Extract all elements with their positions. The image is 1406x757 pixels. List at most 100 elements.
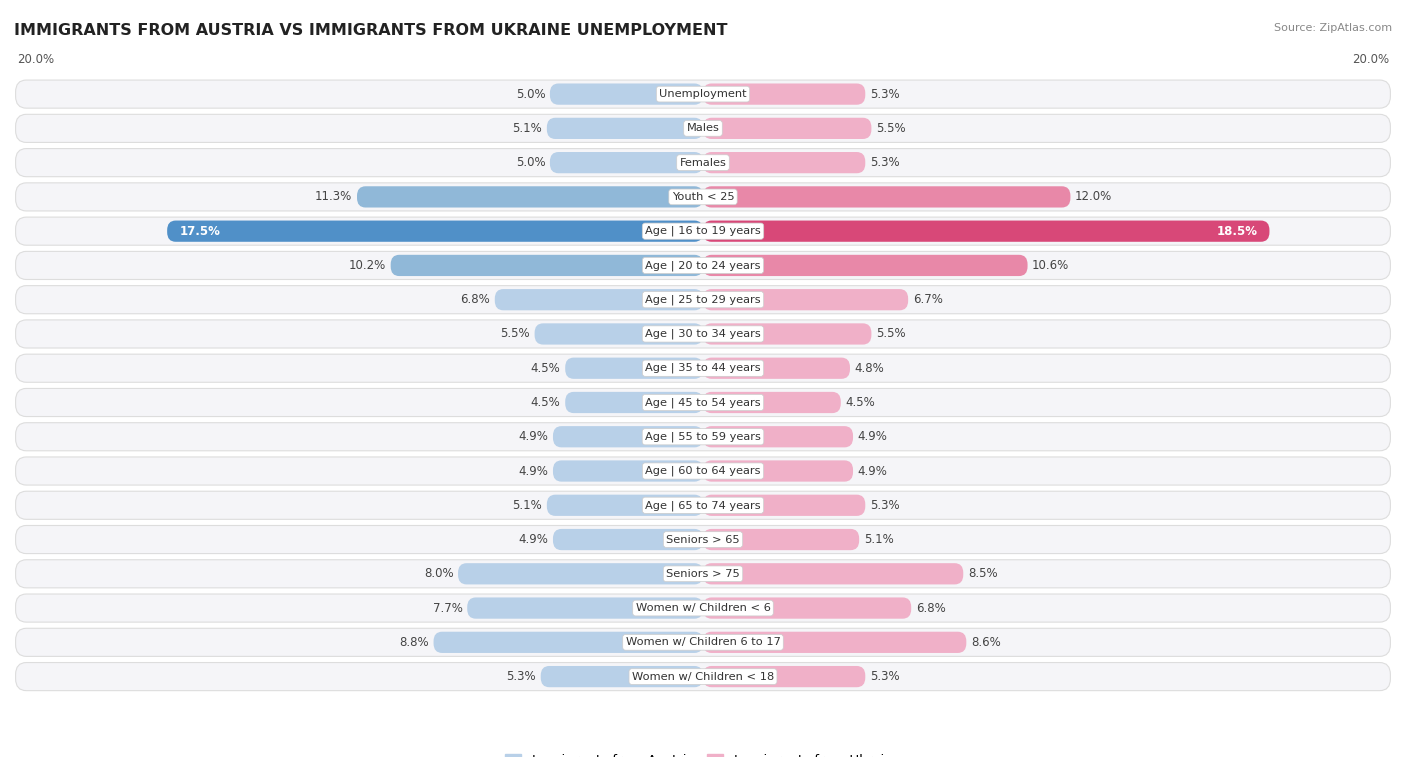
- Text: Age | 35 to 44 years: Age | 35 to 44 years: [645, 363, 761, 373]
- FancyBboxPatch shape: [391, 255, 703, 276]
- Text: 5.5%: 5.5%: [876, 122, 905, 135]
- FancyBboxPatch shape: [495, 289, 703, 310]
- FancyBboxPatch shape: [550, 83, 703, 104]
- Text: 20.0%: 20.0%: [1351, 53, 1389, 67]
- Text: 5.0%: 5.0%: [516, 88, 546, 101]
- FancyBboxPatch shape: [433, 631, 703, 653]
- Legend: Immigrants from Austria, Immigrants from Ukraine: Immigrants from Austria, Immigrants from…: [501, 749, 905, 757]
- Text: 5.1%: 5.1%: [863, 533, 893, 546]
- Text: 18.5%: 18.5%: [1216, 225, 1257, 238]
- FancyBboxPatch shape: [703, 666, 865, 687]
- FancyBboxPatch shape: [15, 285, 1391, 313]
- FancyBboxPatch shape: [15, 320, 1391, 348]
- FancyBboxPatch shape: [541, 666, 703, 687]
- Text: 5.1%: 5.1%: [513, 499, 543, 512]
- Text: 5.0%: 5.0%: [516, 156, 546, 169]
- Text: Youth < 25: Youth < 25: [672, 192, 734, 202]
- Text: 8.8%: 8.8%: [399, 636, 429, 649]
- Text: 10.2%: 10.2%: [349, 259, 387, 272]
- FancyBboxPatch shape: [703, 426, 853, 447]
- Text: 4.8%: 4.8%: [855, 362, 884, 375]
- Text: Seniors > 75: Seniors > 75: [666, 569, 740, 579]
- Text: Age | 20 to 24 years: Age | 20 to 24 years: [645, 260, 761, 271]
- Text: 4.9%: 4.9%: [858, 430, 887, 444]
- FancyBboxPatch shape: [15, 217, 1391, 245]
- Text: 4.5%: 4.5%: [845, 396, 875, 409]
- Text: Unemployment: Unemployment: [659, 89, 747, 99]
- FancyBboxPatch shape: [15, 525, 1391, 553]
- FancyBboxPatch shape: [15, 422, 1391, 451]
- FancyBboxPatch shape: [703, 631, 966, 653]
- Text: Age | 60 to 64 years: Age | 60 to 64 years: [645, 466, 761, 476]
- FancyBboxPatch shape: [703, 563, 963, 584]
- Text: Age | 55 to 59 years: Age | 55 to 59 years: [645, 431, 761, 442]
- FancyBboxPatch shape: [703, 323, 872, 344]
- Text: 4.9%: 4.9%: [519, 430, 548, 444]
- Text: 5.3%: 5.3%: [870, 670, 900, 683]
- FancyBboxPatch shape: [703, 460, 853, 481]
- Text: 8.6%: 8.6%: [972, 636, 1001, 649]
- Text: 5.3%: 5.3%: [870, 156, 900, 169]
- FancyBboxPatch shape: [15, 491, 1391, 519]
- FancyBboxPatch shape: [15, 148, 1391, 176]
- Text: 17.5%: 17.5%: [180, 225, 221, 238]
- FancyBboxPatch shape: [703, 255, 1028, 276]
- Text: 5.3%: 5.3%: [506, 670, 536, 683]
- Text: 5.3%: 5.3%: [870, 88, 900, 101]
- Text: 5.1%: 5.1%: [513, 122, 543, 135]
- FancyBboxPatch shape: [15, 628, 1391, 656]
- FancyBboxPatch shape: [565, 392, 703, 413]
- FancyBboxPatch shape: [703, 220, 1270, 241]
- FancyBboxPatch shape: [467, 597, 703, 618]
- FancyBboxPatch shape: [553, 426, 703, 447]
- FancyBboxPatch shape: [703, 529, 859, 550]
- Text: 11.3%: 11.3%: [315, 191, 353, 204]
- FancyBboxPatch shape: [703, 118, 872, 139]
- FancyBboxPatch shape: [15, 559, 1391, 588]
- Text: Seniors > 65: Seniors > 65: [666, 534, 740, 544]
- Text: 5.5%: 5.5%: [876, 328, 905, 341]
- FancyBboxPatch shape: [547, 494, 703, 516]
- FancyBboxPatch shape: [703, 392, 841, 413]
- Text: 12.0%: 12.0%: [1076, 191, 1112, 204]
- Text: Women w/ Children < 18: Women w/ Children < 18: [631, 671, 775, 681]
- Text: Age | 30 to 34 years: Age | 30 to 34 years: [645, 329, 761, 339]
- Text: Women w/ Children < 6: Women w/ Children < 6: [636, 603, 770, 613]
- Text: 8.5%: 8.5%: [967, 567, 997, 581]
- Text: 5.5%: 5.5%: [501, 328, 530, 341]
- FancyBboxPatch shape: [15, 183, 1391, 211]
- Text: Women w/ Children 6 to 17: Women w/ Children 6 to 17: [626, 637, 780, 647]
- FancyBboxPatch shape: [15, 594, 1391, 622]
- FancyBboxPatch shape: [703, 289, 908, 310]
- FancyBboxPatch shape: [534, 323, 703, 344]
- Text: Age | 45 to 54 years: Age | 45 to 54 years: [645, 397, 761, 408]
- Text: Age | 65 to 74 years: Age | 65 to 74 years: [645, 500, 761, 510]
- FancyBboxPatch shape: [15, 457, 1391, 485]
- FancyBboxPatch shape: [703, 597, 911, 618]
- FancyBboxPatch shape: [458, 563, 703, 584]
- Text: 20.0%: 20.0%: [17, 53, 55, 67]
- FancyBboxPatch shape: [703, 186, 1070, 207]
- FancyBboxPatch shape: [703, 494, 865, 516]
- Text: 4.5%: 4.5%: [531, 362, 561, 375]
- FancyBboxPatch shape: [703, 357, 851, 378]
- Text: Males: Males: [686, 123, 720, 133]
- Text: 8.0%: 8.0%: [423, 567, 454, 581]
- FancyBboxPatch shape: [553, 529, 703, 550]
- Text: Females: Females: [679, 157, 727, 167]
- Text: Age | 16 to 19 years: Age | 16 to 19 years: [645, 226, 761, 236]
- FancyBboxPatch shape: [565, 357, 703, 378]
- Text: 5.3%: 5.3%: [870, 499, 900, 512]
- FancyBboxPatch shape: [703, 83, 865, 104]
- FancyBboxPatch shape: [15, 662, 1391, 690]
- Text: 4.9%: 4.9%: [519, 533, 548, 546]
- Text: IMMIGRANTS FROM AUSTRIA VS IMMIGRANTS FROM UKRAINE UNEMPLOYMENT: IMMIGRANTS FROM AUSTRIA VS IMMIGRANTS FR…: [14, 23, 727, 38]
- Text: 4.5%: 4.5%: [531, 396, 561, 409]
- Text: 7.7%: 7.7%: [433, 602, 463, 615]
- Text: 10.6%: 10.6%: [1032, 259, 1070, 272]
- FancyBboxPatch shape: [15, 251, 1391, 279]
- Text: Age | 25 to 29 years: Age | 25 to 29 years: [645, 294, 761, 305]
- FancyBboxPatch shape: [15, 114, 1391, 142]
- FancyBboxPatch shape: [15, 80, 1391, 108]
- FancyBboxPatch shape: [553, 460, 703, 481]
